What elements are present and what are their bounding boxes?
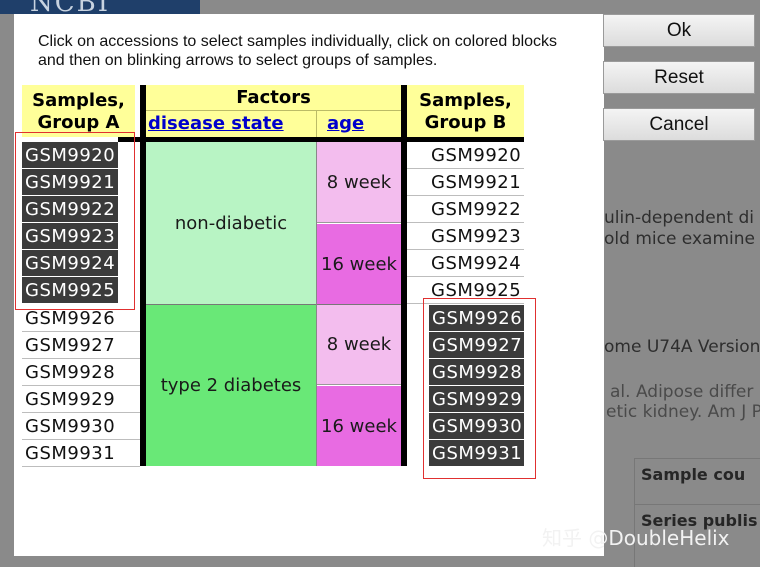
group-b-accession[interactable]: GSM9928: [429, 359, 524, 386]
dialog-instructions: Click on accessions to select samples in…: [38, 33, 558, 69]
group-divider: [146, 304, 401, 305]
block-age-label: 16 week: [321, 253, 397, 275]
group-b-accession[interactable]: GSM9924: [407, 250, 524, 277]
group-b-accession[interactable]: GSM9931: [429, 440, 524, 467]
bg-table-cell-1: Sample cou: [635, 458, 760, 498]
block-16-week-type-2[interactable]: 16 week: [317, 386, 401, 466]
group-a-accession[interactable]: GSM9927: [22, 332, 140, 359]
block-8-week-non-diabetic[interactable]: 8 week: [317, 142, 401, 223]
block-16-week-non-diabetic[interactable]: 16 week: [317, 224, 401, 304]
bg-snippet-5: etic kidney. Am J P: [606, 402, 760, 422]
group-a-accession[interactable]: GSM9921: [22, 169, 118, 196]
group-a-accession[interactable]: GSM9923: [22, 223, 118, 250]
factors-title: Factors: [236, 87, 311, 108]
group-b-accession[interactable]: GSM9920: [407, 142, 524, 169]
group-b-highlight-box: [423, 298, 536, 479]
disease-state-link[interactable]: disease state: [148, 113, 284, 134]
block-type-2-diabetes-label: type 2 diabetes: [160, 375, 302, 396]
group-a-header: Samples, Group A: [22, 85, 135, 137]
group-b-header: Samples, Group B: [407, 85, 524, 137]
group-a-accession[interactable]: GSM9922: [22, 196, 118, 223]
factors-header-divider: [146, 110, 401, 111]
group-a-accession[interactable]: GSM9925: [22, 277, 118, 304]
block-age-label: 16 week: [321, 415, 397, 437]
group-a-highlight-box: [15, 132, 135, 310]
age-link[interactable]: age: [327, 113, 365, 134]
block-age-label: 8 week: [326, 334, 392, 355]
bg-table-cell-2: Series publis: [635, 504, 760, 544]
right-divider-bar: [401, 85, 407, 466]
group-b-accession[interactable]: GSM9929: [429, 386, 524, 413]
left-divider-bar: [140, 85, 146, 466]
ncbi-logo-text: NCBI: [30, 0, 111, 18]
group-a-accession[interactable]: GSM9924: [22, 250, 118, 277]
group-b-accession[interactable]: GSM9926: [429, 305, 524, 332]
ok-button[interactable]: Ok: [603, 14, 755, 47]
group-a-accession[interactable]: GSM9931: [22, 440, 140, 467]
group-b-accession[interactable]: GSM9927: [429, 332, 524, 359]
group-b-accession[interactable]: GSM9930: [429, 413, 524, 440]
bg-snippet-3: ome U74A Version: [604, 337, 760, 357]
block-age-label: 8 week: [326, 171, 392, 193]
group-a-accession[interactable]: GSM9920: [22, 142, 118, 169]
bg-snippet-4: al. Adipose differ: [610, 382, 754, 402]
bg-snippet-2: old mice examine: [604, 229, 755, 249]
group-b-accession[interactable]: GSM9921: [407, 169, 524, 196]
ncbi-banner: NCBI: [0, 0, 200, 18]
factor-col-divider: [316, 142, 317, 466]
factors-header: Factors: [146, 85, 401, 137]
block-non-diabetic-label: non-diabetic: [174, 212, 288, 234]
factors-col-divider: [316, 111, 317, 137]
block-8-week-type-2[interactable]: 8 week: [317, 305, 401, 385]
group-a-accession[interactable]: GSM9929: [22, 386, 140, 413]
cancel-button[interactable]: Cancel: [603, 108, 755, 141]
reset-button[interactable]: Reset: [603, 61, 755, 94]
group-b-accession[interactable]: GSM9925: [407, 277, 524, 304]
group-a-accession[interactable]: GSM9930: [22, 413, 140, 440]
group-a-header-line1: Samples,: [32, 90, 125, 111]
group-b-accession[interactable]: GSM9923: [407, 223, 524, 250]
group-a-accession[interactable]: GSM9928: [22, 359, 140, 386]
group-b-header-line1: Samples,: [419, 90, 512, 111]
group-b-header-line2: Group B: [424, 112, 507, 133]
watermark: 知乎 @DoubleHelix: [542, 526, 730, 550]
group-b-accession[interactable]: GSM9922: [407, 196, 524, 223]
group-a-header-line2: Group A: [37, 112, 120, 133]
bg-snippet-1: ulin-dependent di: [604, 208, 755, 228]
header-bottom-rule: [118, 137, 524, 142]
block-non-diabetic[interactable]: non-diabetic: [146, 142, 316, 304]
bg-info-table: Sample cou Series publis: [634, 458, 760, 567]
block-type-2-diabetes[interactable]: type 2 diabetes: [146, 305, 316, 466]
